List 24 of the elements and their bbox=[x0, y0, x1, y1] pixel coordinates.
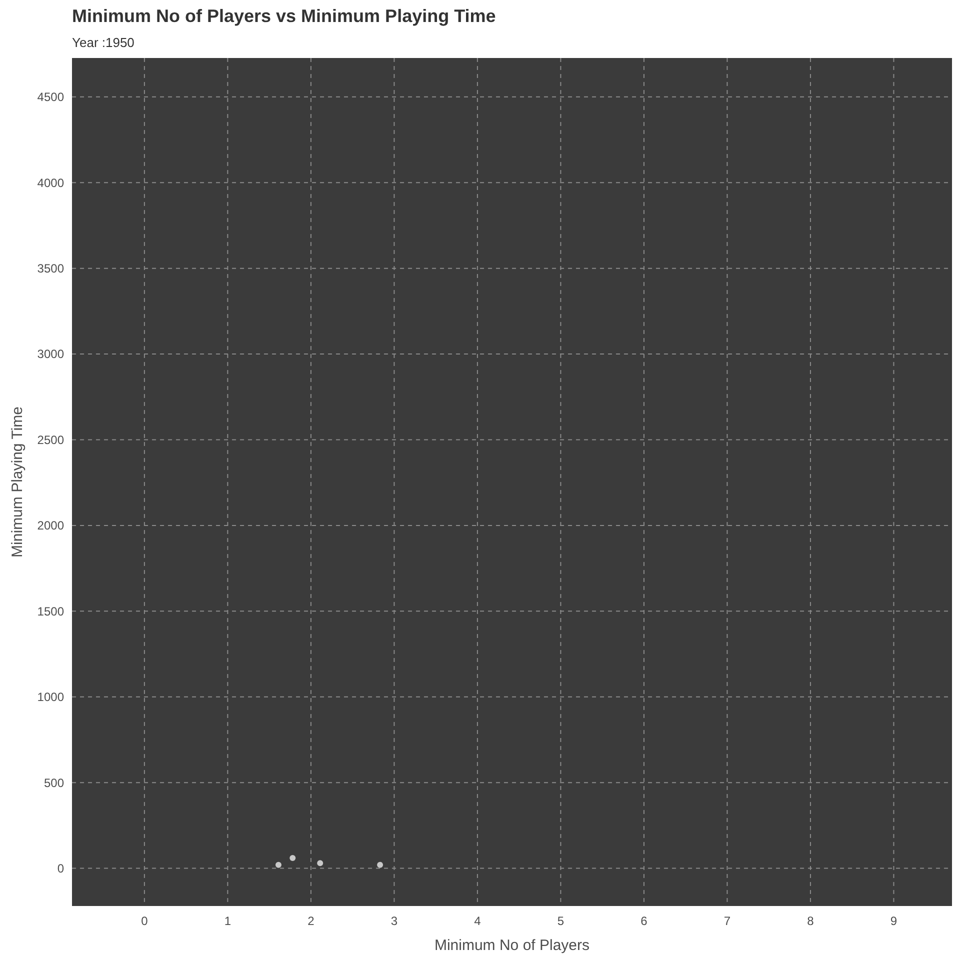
x-tick-label: 7 bbox=[724, 914, 731, 928]
x-tick-label: 6 bbox=[640, 914, 648, 928]
x-tick-label: 5 bbox=[557, 914, 564, 928]
y-tick-label: 1000 bbox=[37, 690, 64, 704]
x-tick-label: 8 bbox=[807, 914, 814, 928]
y-tick-label: 2500 bbox=[37, 432, 64, 447]
x-tick-label: 1 bbox=[224, 914, 232, 928]
y-tick-label: 3000 bbox=[37, 347, 64, 362]
x-tick-label: 0 bbox=[141, 914, 148, 928]
y-tick-label: 4500 bbox=[37, 90, 64, 104]
y-axis-title: Minimum Playing Time bbox=[9, 406, 26, 558]
x-axis-title: Minimum No of Players bbox=[434, 937, 590, 954]
y-tick-label: 4000 bbox=[37, 176, 64, 190]
y-tick-label: 2000 bbox=[37, 518, 64, 533]
chart-subtitle: Year :1950 bbox=[72, 35, 134, 50]
chart-title: Minimum No of Players vs Minimum Playing Time bbox=[72, 6, 496, 26]
x-tick-label: 3 bbox=[390, 914, 398, 928]
x-tick-label: 2 bbox=[308, 914, 315, 928]
x-tick-label: 4 bbox=[474, 914, 482, 928]
y-tick-label: 1500 bbox=[37, 604, 64, 618]
x-tick-label: 9 bbox=[890, 914, 898, 928]
y-tick-label: 500 bbox=[44, 776, 64, 790]
y-tick-label: 0 bbox=[57, 861, 64, 876]
y-tick-label: 3500 bbox=[37, 262, 64, 276]
